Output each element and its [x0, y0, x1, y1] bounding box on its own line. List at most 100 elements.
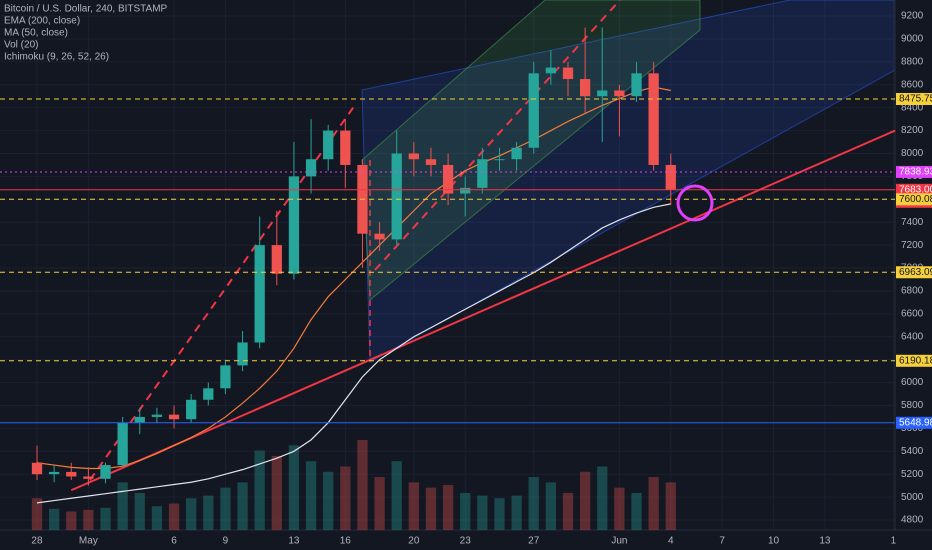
volume-bar: [220, 487, 231, 530]
price-label-box: [896, 354, 932, 367]
volume-bar: [631, 492, 642, 530]
volume-bar: [665, 482, 676, 530]
volume-bar: [48, 508, 60, 530]
candle-body: [31, 462, 43, 475]
price-label: 6190.18: [899, 355, 932, 366]
channel-inner: [361, 0, 701, 302]
candle-body: [117, 422, 128, 466]
volume-bar: [340, 466, 351, 530]
candle-body: [545, 67, 557, 74]
y-tick-label: 5800: [901, 400, 924, 411]
volume-bar: [614, 487, 625, 530]
x-tick-label: 10: [768, 536, 780, 547]
volume-bar: [442, 485, 454, 530]
x-tick-label: 16: [340, 536, 352, 547]
volume-bar: [134, 492, 145, 530]
volume-bar: [374, 477, 385, 530]
y-tick-label: 6000: [901, 377, 924, 388]
candle-body: [203, 388, 214, 400]
candle-body: [254, 245, 265, 343]
y-tick-label: 6800: [901, 286, 924, 297]
volume-bar: [254, 450, 265, 530]
price-label: 5648.98: [899, 417, 932, 428]
volume-bar: [168, 503, 180, 530]
volume-bar: [425, 487, 437, 530]
candle-body: [494, 159, 505, 161]
y-tick-label: 9000: [901, 34, 924, 45]
x-tick-label: May: [79, 536, 98, 547]
y-tick-label: 6400: [901, 331, 924, 342]
x-tick-label: 1: [891, 536, 897, 547]
volume-bar: [203, 495, 214, 530]
x-tick-label: 20: [408, 536, 420, 547]
x-tick-label: 13: [288, 536, 300, 547]
volume-bar: [100, 507, 111, 530]
candle-body: [477, 159, 488, 188]
volume-bar: [117, 482, 128, 530]
y-tick-label: 5400: [901, 446, 924, 457]
price-label: 7600.08: [899, 194, 932, 205]
volume-bar: [323, 471, 334, 530]
y-tick-label: 9200: [901, 11, 924, 22]
candle-body: [460, 187, 471, 194]
volume-bar: [288, 445, 300, 530]
price-label-box: [896, 92, 932, 105]
price-label-box: [896, 165, 932, 178]
volume-bar: [391, 461, 402, 530]
candle-body: [83, 476, 94, 479]
ma-line: [36, 86, 671, 470]
volume-bar: [648, 477, 659, 530]
candle-body: [151, 414, 163, 417]
candle-body: [220, 365, 231, 389]
dashed-line: [374, 0, 621, 271]
volume-bar: [237, 482, 248, 530]
drawings: [89, 0, 896, 481]
volume-bar: [305, 461, 317, 530]
indicator-label: MA (50, close): [4, 28, 68, 39]
volume-bar: [31, 498, 43, 530]
volume-bar: [408, 482, 419, 530]
candle-body: [340, 130, 351, 165]
candle-body: [614, 90, 625, 97]
candle-body: [288, 176, 300, 274]
volume-bar: [357, 440, 368, 530]
candle-body: [374, 233, 385, 240]
price-label: 7683.00: [899, 184, 932, 195]
y-tick-label: 8000: [901, 148, 924, 159]
y-tick-label: 7400: [901, 217, 924, 228]
y-tick-label: 6600: [901, 308, 924, 319]
candle-body: [66, 471, 77, 477]
volume-bar: [511, 495, 522, 530]
indicator-label: Ichimoku (9, 26, 52, 26): [4, 52, 109, 63]
x-tick-label: 9: [223, 536, 229, 547]
x-tick-label: 7: [719, 536, 725, 547]
candle-body: [562, 67, 574, 80]
candle-body: [579, 79, 591, 97]
price-label-box: [896, 193, 932, 206]
candle-body: [511, 147, 522, 160]
price-label-box: [896, 416, 932, 429]
candle-body: [48, 471, 60, 475]
price-label: 6963.09: [899, 267, 932, 278]
x-tick-label: Jun: [611, 536, 627, 547]
candle-body: [323, 130, 334, 160]
plot-area: [0, 0, 895, 530]
x-tick-label: 28: [31, 536, 43, 547]
candle-body: [528, 73, 539, 148]
candle-body: [442, 164, 454, 194]
candle-body: [597, 90, 608, 97]
volume-bar: [66, 511, 77, 530]
price-label: 8475.75: [899, 94, 932, 105]
x-tick-label: 4: [668, 536, 674, 547]
candle-body: [271, 245, 282, 274]
y-tick-label: 8200: [901, 125, 924, 136]
y-tick-label: 7200: [901, 240, 924, 251]
y-tick-label: 8400: [901, 102, 924, 113]
candle-body: [408, 153, 419, 160]
volume-bar: [477, 495, 488, 530]
candle-body: [425, 159, 437, 165]
y-tick-label: 8600: [901, 79, 924, 90]
highlight-circle: [676, 184, 714, 222]
